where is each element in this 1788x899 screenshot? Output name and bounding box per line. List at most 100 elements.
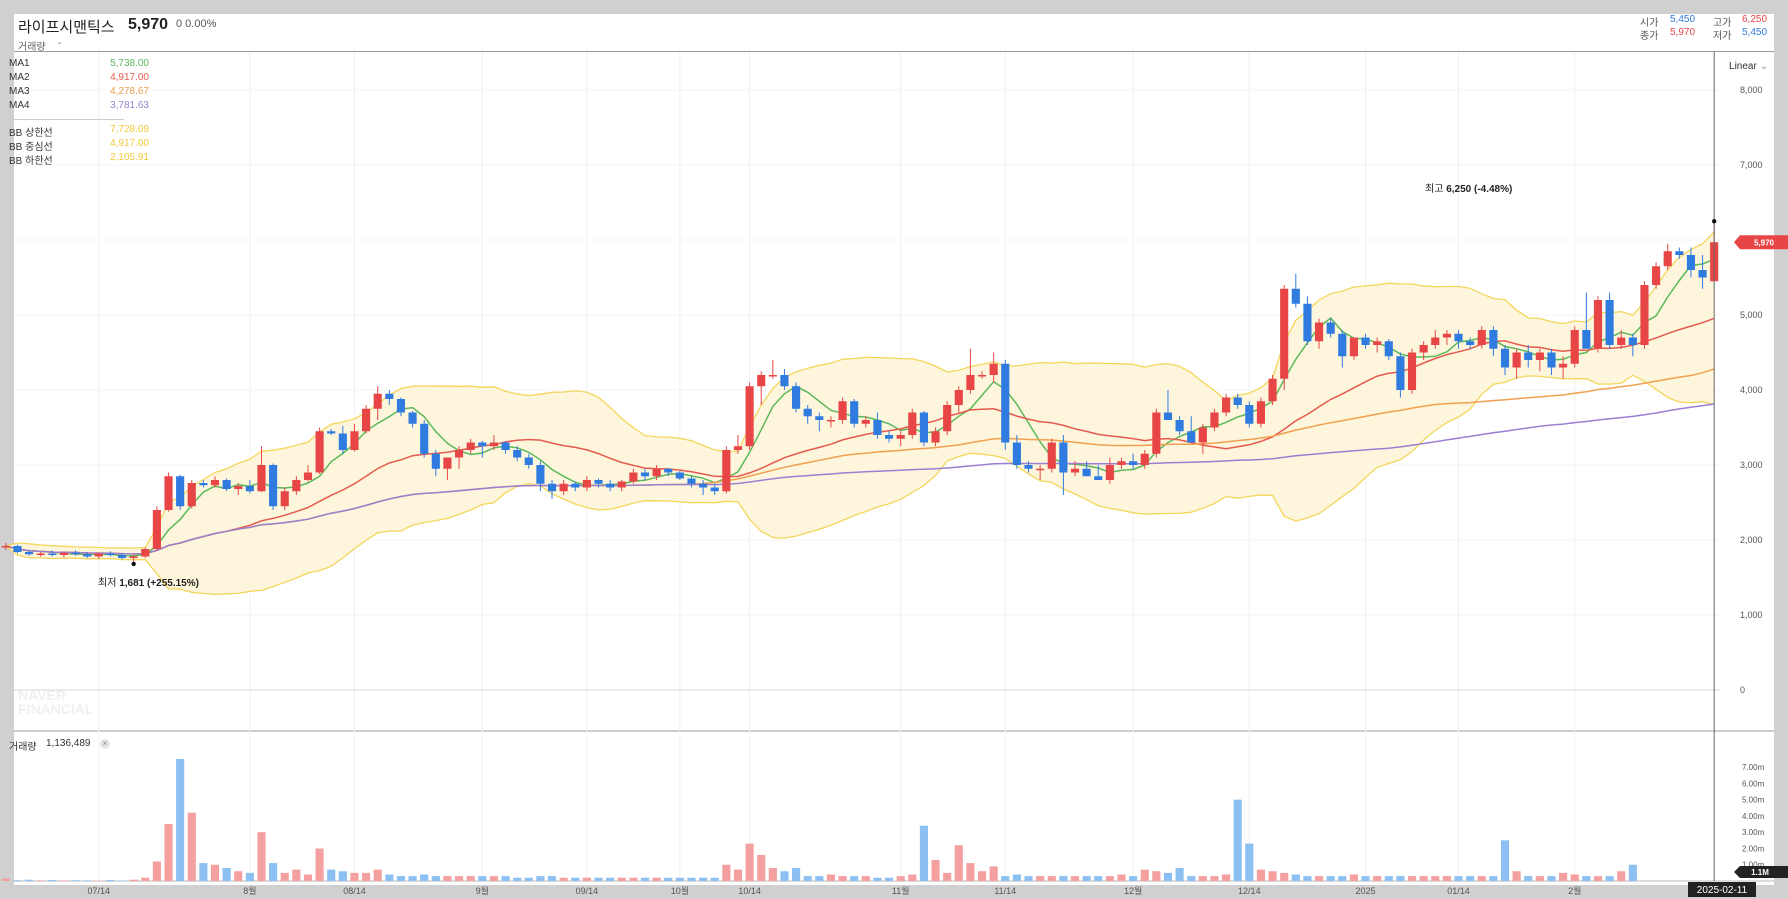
- candle-body: [245, 486, 254, 492]
- moving-average-ma1: [5, 258, 1715, 557]
- volume-bar: [164, 824, 173, 881]
- candle-body: [954, 390, 963, 405]
- volume-bar: [1291, 874, 1300, 881]
- x-axis-label: 2월: [1568, 885, 1581, 896]
- candle: [524, 453, 533, 469]
- legend-item-name: MA3: [9, 86, 30, 97]
- volume-bar: [1024, 876, 1033, 881]
- candle-body: [187, 483, 196, 507]
- candle-body: [1628, 337, 1637, 345]
- price-axis-label: 0: [1740, 685, 1745, 695]
- volume-bar: [675, 877, 684, 881]
- candle-body: [1349, 337, 1358, 357]
- volume-bar: [1559, 872, 1568, 881]
- volume-bar: [1187, 876, 1196, 881]
- candle: [1512, 348, 1521, 379]
- volume-bar: [757, 854, 766, 881]
- x-axis-label: 12월: [1124, 885, 1142, 896]
- candle-body: [826, 420, 836, 422]
- volume-axis-label: 6.00m: [1742, 779, 1765, 788]
- volume-bar: [1617, 871, 1626, 881]
- candle-body: [803, 408, 812, 417]
- candle-body: [536, 465, 545, 484]
- candle-body: [1163, 412, 1173, 420]
- volume-panel-label: 거래량: [9, 742, 37, 753]
- candle: [431, 450, 440, 477]
- candle-body: [36, 553, 45, 555]
- legend-item-value: 4,278.67: [110, 86, 149, 97]
- candle: [1663, 243, 1672, 270]
- candle: [675, 471, 684, 480]
- volume-bar: [884, 877, 894, 881]
- volume-bar: [466, 876, 475, 881]
- candle: [1349, 337, 1358, 360]
- candle-body: [454, 450, 464, 458]
- high-annotation-text: 6,250 (-4.48%): [1446, 184, 1513, 195]
- candle-body: [176, 476, 185, 507]
- candle: [478, 441, 487, 458]
- candle-body: [501, 442, 510, 450]
- candle-body: [640, 472, 650, 477]
- volume-axis-label: 4.00m: [1742, 812, 1765, 821]
- stock-price: 5,970: [128, 16, 169, 33]
- candle-body: [13, 546, 22, 552]
- candle: [1036, 465, 1045, 480]
- volume-bar: [977, 871, 987, 881]
- candle-body: [408, 412, 417, 424]
- candle-body: [1117, 461, 1126, 465]
- candle: [176, 474, 185, 510]
- volume-bar: [1338, 876, 1347, 881]
- volume-bar: [1442, 876, 1451, 881]
- volume-bar: [245, 872, 254, 881]
- volume-bar: [292, 869, 301, 881]
- candle: [1001, 360, 1010, 450]
- volume-bar: [873, 877, 882, 881]
- candle: [1210, 408, 1219, 432]
- candle-body: [24, 552, 34, 555]
- candle-body: [152, 510, 161, 549]
- volume-bar: [1361, 876, 1370, 881]
- volume-bar: [1047, 876, 1056, 881]
- volume-panel-value: 1,136,489: [46, 738, 91, 749]
- candle: [710, 483, 719, 495]
- candle-body: [1, 546, 10, 548]
- volume-bar: [966, 863, 975, 881]
- volume-bar: [1082, 876, 1091, 881]
- candle: [629, 468, 638, 484]
- candle: [757, 371, 766, 405]
- volume-bar: [1233, 799, 1242, 881]
- candle-body: [1047, 442, 1056, 469]
- candle-body: [222, 480, 231, 489]
- low-annotation: 최저 1,681 (+255.15%): [98, 574, 199, 589]
- volume-bar: [280, 872, 289, 881]
- candle-body: [1675, 251, 1684, 255]
- candle: [1105, 457, 1114, 484]
- stock-header: 라이프시맨틱스 5,970 0 0.00% 거래량 - 시가 5,450 고가 …: [14, 14, 1774, 53]
- high-annotation-label: 최고: [1425, 184, 1444, 195]
- candle-body: [757, 375, 766, 387]
- indicator-legend: MA1 5,738.00 MA2 4,917.00 MA3 4,278.67 MA4 3,78…: [9, 58, 149, 167]
- candle: [245, 480, 254, 494]
- high-marker-dot: [1711, 219, 1717, 224]
- volume-bar: [350, 872, 359, 881]
- current-volume-tag: 1.1M: [1751, 868, 1769, 877]
- candle-body: [1477, 330, 1486, 345]
- candle: [1268, 375, 1277, 405]
- legend-item: MA3 4,278.67: [9, 86, 149, 100]
- low-value: 5,450: [1742, 27, 1768, 38]
- candle-body: [1291, 288, 1300, 304]
- candle-body: [792, 386, 801, 409]
- candle: [83, 552, 92, 558]
- volume-value: -: [58, 38, 62, 49]
- volume-bar: [687, 877, 696, 881]
- candle-body: [327, 431, 336, 434]
- scale-mode-dropdown[interactable]: Linear ⌄: [1729, 61, 1768, 72]
- cursor-date-tag: 2025-02-11: [1697, 885, 1748, 896]
- candle-body: [117, 555, 127, 558]
- candle: [931, 427, 940, 447]
- candle-body: [385, 393, 394, 399]
- x-axis-label: 07/14: [88, 886, 111, 896]
- volume-bar: [59, 880, 68, 881]
- volume-panel-close-icon[interactable]: ×: [100, 739, 110, 749]
